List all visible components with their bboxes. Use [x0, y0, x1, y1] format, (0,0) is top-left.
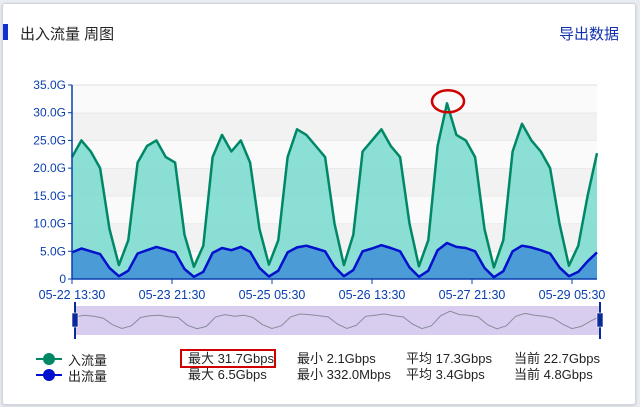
legend-item-in[interactable]: 入流量: [36, 351, 108, 368]
y-tick-label: 5.0G: [40, 244, 66, 258]
legend-out-label: 出流量: [68, 368, 108, 384]
in-min: 最小 2.1Gbps: [297, 351, 376, 366]
stats-max: 最大 31.7Gbps 最大 6.5Gbps: [188, 351, 274, 383]
out-max: 最大 6.5Gbps: [188, 367, 267, 382]
x-tick-label: 05-25 05:30: [239, 288, 306, 302]
legend-item-out[interactable]: 出流量: [36, 367, 108, 384]
max-highlight-box: [180, 349, 276, 368]
title-accent: [3, 24, 8, 40]
y-tick-label: 35.0G: [33, 78, 66, 92]
x-tick-label: 05-27 21:30: [439, 288, 506, 302]
x-tick-label: 05-29 05:30: [539, 288, 606, 302]
navigator-right-handle[interactable]: [596, 312, 604, 328]
grid-band: [72, 112, 597, 141]
legend-in-label: 入流量: [68, 352, 108, 368]
navigator-line: [74, 310, 601, 330]
series-line-in: [70, 102, 599, 269]
legend-out-marker-icon: [36, 369, 62, 381]
in-max: 最大 31.7Gbps: [188, 351, 274, 366]
legend: 入流量 出流量: [36, 351, 108, 384]
stats-avg: 平均 17.3Gbps 平均 3.4Gbps: [406, 351, 492, 383]
y-tick-label: 0: [59, 272, 66, 286]
export-data-link[interactable]: 导出数据: [558, 26, 619, 43]
stats-current: 当前 22.7Gbps 当前 4.8Gbps: [514, 351, 600, 383]
y-tick-label: 25.0G: [33, 133, 66, 147]
stats-min: 最小 2.1Gbps 最小 332.0Mbps: [297, 351, 391, 383]
y-tick-label: 15.0G: [33, 189, 66, 203]
grid-band: [72, 85, 597, 113]
series-area-out: [72, 243, 597, 279]
x-tick-label: 05-22 13:30: [39, 288, 106, 302]
series-line-out: [71, 241, 598, 279]
legend-in-marker-icon: [36, 353, 62, 365]
y-tick-label: 20.0G: [33, 161, 66, 175]
out-min: 最小 332.0Mbps: [297, 367, 391, 382]
series-area-in: [72, 103, 597, 279]
navigator-range: [75, 306, 600, 335]
in-current: 当前 22.7Gbps: [514, 351, 600, 366]
out-avg: 平均 3.4Gbps: [406, 367, 485, 382]
navigator-left-handle[interactable]: [71, 312, 79, 328]
in-avg: 平均 17.3Gbps: [406, 351, 492, 366]
y-tick-label: 10.0G: [33, 217, 66, 231]
y-tick-label: 30.0G: [33, 106, 66, 120]
out-current: 当前 4.8Gbps: [514, 367, 593, 382]
x-tick-label: 05-23 21:30: [139, 288, 206, 302]
x-tick-label: 05-26 13:30: [339, 288, 406, 302]
peak-annotation-circle: [430, 89, 466, 114]
page-title: 出入流量 周图: [20, 26, 115, 43]
